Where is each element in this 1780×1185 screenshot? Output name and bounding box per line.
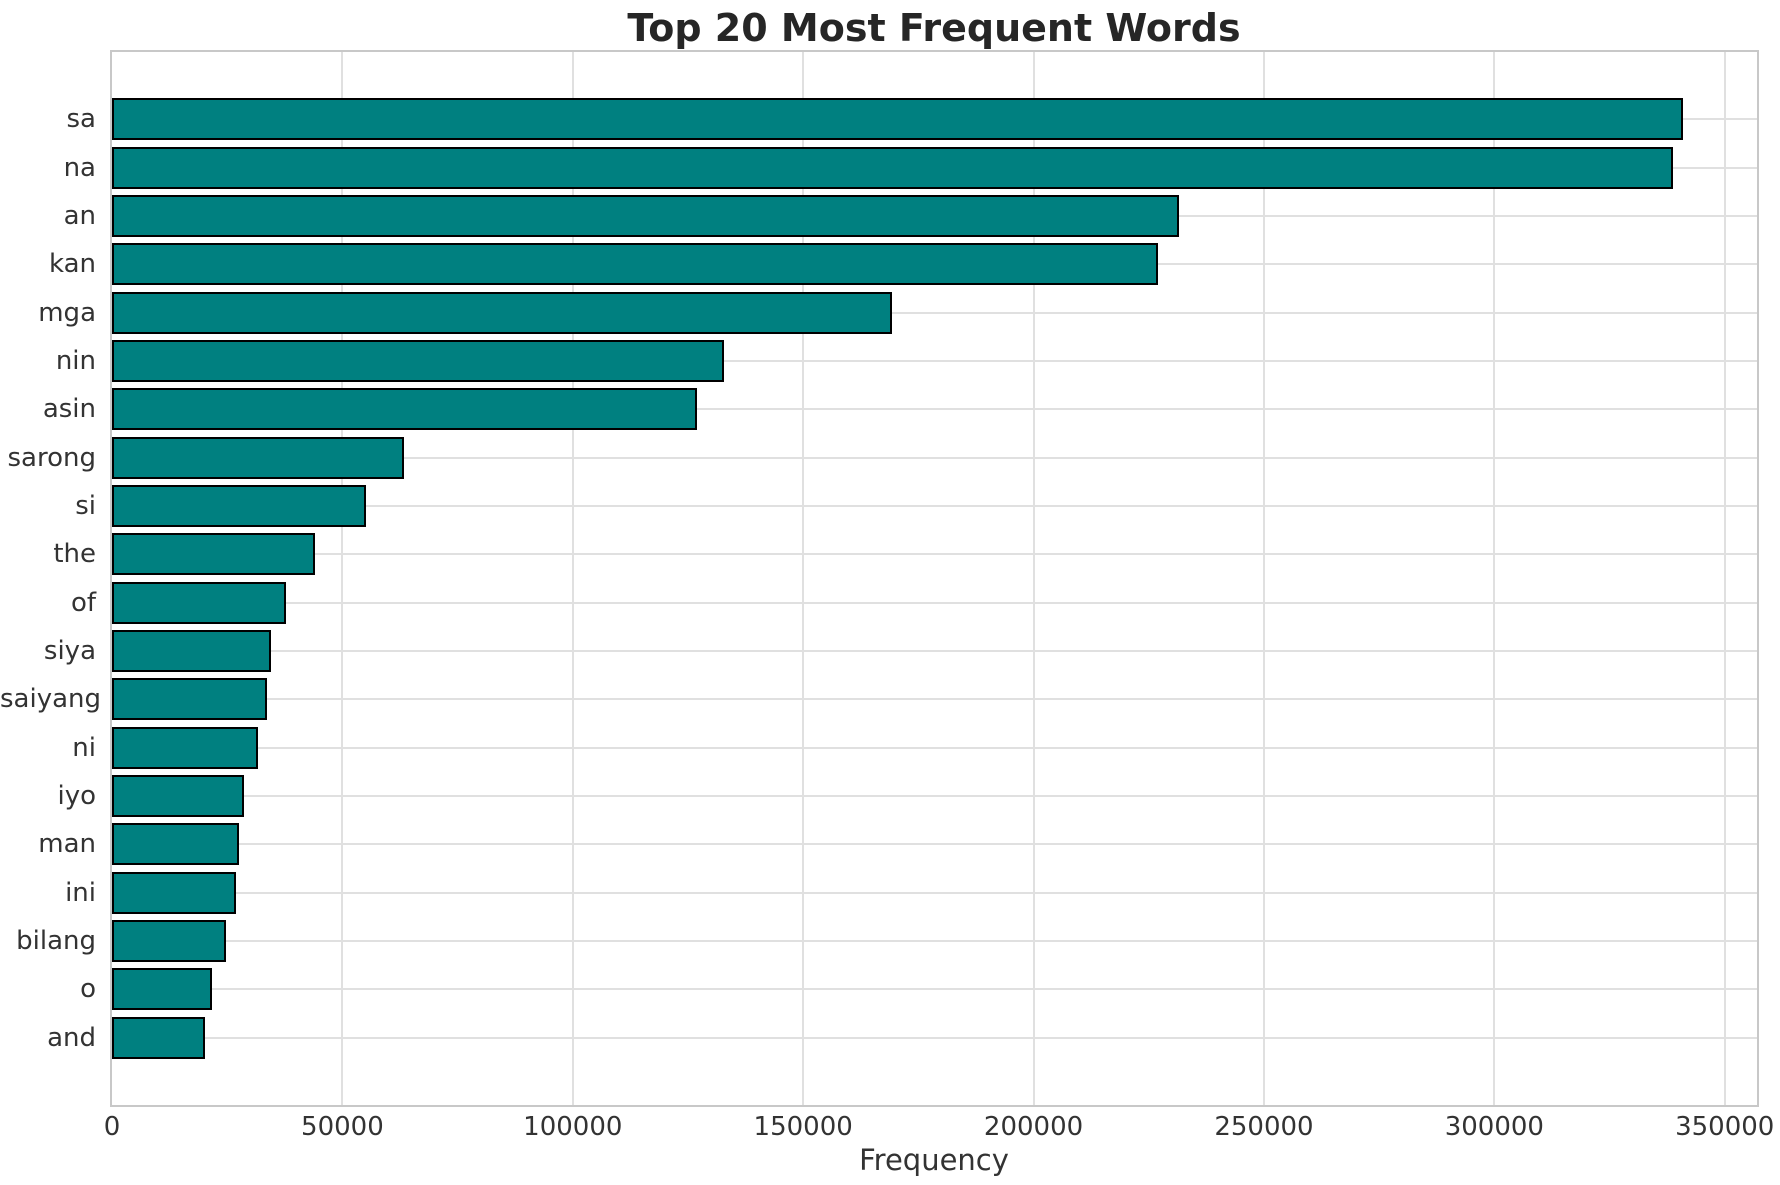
horizontal-gridline <box>112 988 1757 991</box>
horizontal-gridline <box>112 504 1757 507</box>
bar-siya <box>112 630 271 673</box>
vertical-gridline <box>1723 52 1726 1105</box>
y-tick-label: the <box>53 539 96 570</box>
vertical-gridline <box>1032 52 1035 1105</box>
y-tick-label: ini <box>65 877 96 908</box>
x-tick-label: 100000 <box>523 1112 623 1142</box>
horizontal-gridline <box>112 940 1757 943</box>
horizontal-gridline <box>112 843 1757 846</box>
y-tick-label: si <box>75 490 96 521</box>
y-tick-label: nin <box>55 345 96 376</box>
y-tick-label: an <box>63 200 96 231</box>
bar-ni <box>112 726 259 769</box>
bar-bilang <box>112 920 226 963</box>
vertical-gridline <box>1262 52 1265 1105</box>
horizontal-gridline <box>112 795 1757 798</box>
bar-of <box>112 581 287 624</box>
y-tick-label: na <box>63 152 96 183</box>
horizontal-gridline <box>112 698 1757 701</box>
horizontal-gridline <box>112 311 1757 314</box>
horizontal-gridline <box>112 359 1757 362</box>
y-tick-label: ni <box>72 732 96 763</box>
horizontal-gridline <box>112 601 1757 604</box>
horizontal-gridline <box>112 1036 1757 1039</box>
x-tick-label: 150000 <box>753 1112 853 1142</box>
y-tick-label: mga <box>38 297 96 328</box>
bar-iyo <box>112 775 245 818</box>
bar-saiyang <box>112 678 267 721</box>
bar-ini <box>112 871 237 914</box>
y-tick-label: bilang <box>16 926 96 957</box>
bar-o <box>112 968 212 1011</box>
y-tick-label: sa <box>66 104 96 135</box>
bar-si <box>112 484 366 527</box>
vertical-gridline <box>571 52 574 1105</box>
x-axis-title: Frequency <box>859 1143 1009 1177</box>
vertical-gridline <box>802 52 805 1105</box>
y-tick-label: saiyang <box>0 684 102 715</box>
x-tick-label: 250000 <box>1214 1112 1314 1142</box>
bar-and <box>112 1016 206 1059</box>
y-tick-label: siya <box>43 636 96 667</box>
bar-na <box>112 146 1674 189</box>
horizontal-gridline <box>112 553 1757 556</box>
y-tick-label: and <box>47 1022 96 1053</box>
horizontal-gridline <box>112 650 1757 653</box>
bar-nin <box>112 339 725 382</box>
y-tick-label: sarong <box>7 442 97 473</box>
chart-title: Top 20 Most Frequent Words <box>627 6 1241 50</box>
plot-area <box>110 50 1759 1107</box>
horizontal-gridline <box>112 891 1757 894</box>
vertical-gridline <box>1493 52 1496 1105</box>
bar-the <box>112 533 315 576</box>
horizontal-gridline <box>112 456 1757 459</box>
y-tick-label: man <box>38 829 96 860</box>
horizontal-gridline <box>112 746 1757 749</box>
x-tick-label: 300000 <box>1444 1112 1544 1142</box>
x-tick-label: 200000 <box>983 1112 1084 1142</box>
x-tick-label: 350000 <box>1675 1112 1775 1142</box>
bar-sarong <box>112 436 405 479</box>
y-tick-label: iyo <box>57 781 96 812</box>
bar-mga <box>112 291 893 334</box>
bar-kan <box>112 243 1159 286</box>
horizontal-gridline <box>112 408 1757 411</box>
bar-sa <box>112 98 1683 141</box>
y-tick-label: kan <box>48 249 96 280</box>
y-tick-label: of <box>70 587 96 618</box>
bar-asin <box>112 388 697 431</box>
bar-an <box>112 194 1180 237</box>
y-tick-label: o <box>80 974 96 1005</box>
bar-man <box>112 823 240 866</box>
y-tick-label: asin <box>42 394 96 425</box>
x-tick-label: 50000 <box>301 1112 384 1142</box>
vertical-gridline <box>341 52 344 1105</box>
x-tick-label: 0 <box>103 1112 121 1142</box>
